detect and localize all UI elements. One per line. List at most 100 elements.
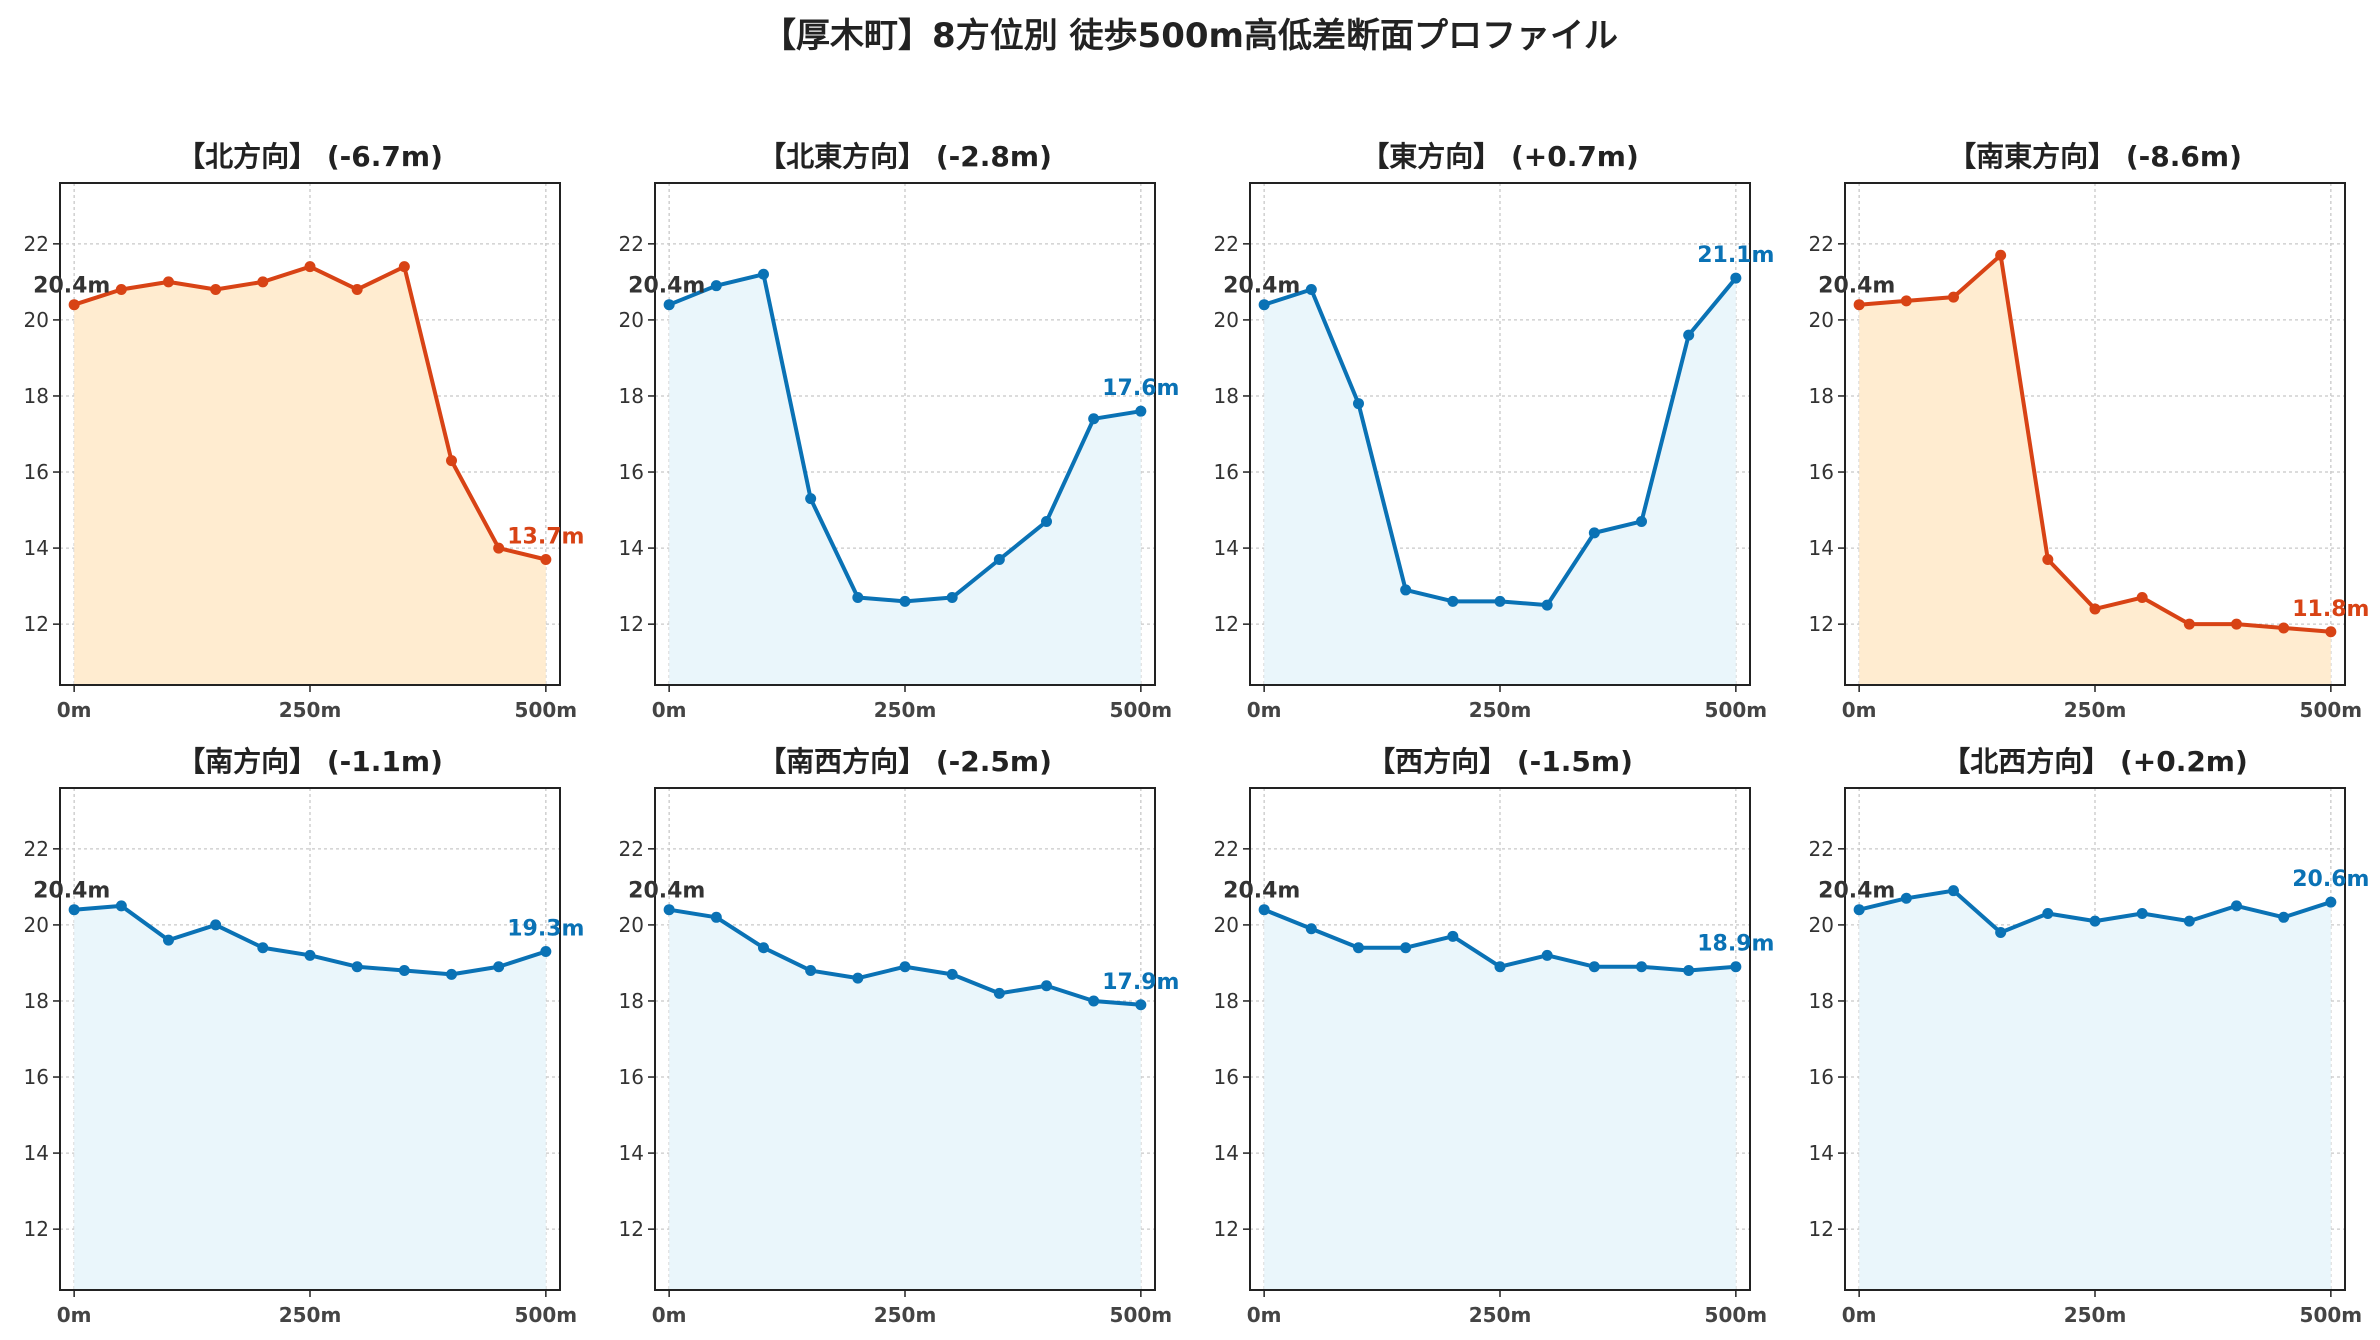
x-tick-label: 0m bbox=[652, 698, 687, 722]
data-point bbox=[1258, 299, 1270, 311]
data-point bbox=[540, 554, 552, 565]
x-tick-label: 250m bbox=[279, 698, 342, 722]
data-point bbox=[68, 299, 80, 311]
chart-title: 【西方向】 (-1.5m) bbox=[1367, 745, 1633, 778]
y-tick-label: 20 bbox=[619, 308, 644, 332]
y-tick-label: 18 bbox=[1214, 989, 1239, 1013]
data-point bbox=[304, 261, 316, 273]
data-point bbox=[1400, 942, 1412, 954]
x-tick-label: 250m bbox=[874, 1303, 937, 1327]
y-tick-label: 20 bbox=[1214, 308, 1239, 332]
y-tick-label: 14 bbox=[1214, 1141, 1239, 1165]
start-elevation-label: 20.4m bbox=[1223, 274, 1300, 299]
data-point bbox=[710, 280, 722, 292]
chart-title: 【北方向】 (-6.7m) bbox=[177, 140, 443, 173]
elevation-chart-2: 【東方向】 (+0.7m) 12 14 16 18 20 22 0m 250m 500m 20.4m… bbox=[1214, 140, 1775, 722]
y-tick-label: 14 bbox=[1809, 536, 1834, 560]
data-point bbox=[1947, 885, 1959, 897]
data-point bbox=[1683, 965, 1695, 977]
data-point bbox=[398, 965, 410, 977]
data-point bbox=[663, 299, 675, 311]
data-point bbox=[1853, 299, 1865, 311]
data-point bbox=[398, 261, 410, 273]
start-elevation-label: 20.4m bbox=[1818, 879, 1895, 904]
y-tick-label: 20 bbox=[619, 913, 644, 937]
data-point bbox=[493, 542, 505, 554]
elevation-chart-6: 【西方向】 (-1.5m) 12 14 16 18 20 22 0m 250m 500m 20.4m… bbox=[1214, 745, 1775, 1327]
x-tick-label: 0m bbox=[1247, 1303, 1282, 1327]
start-elevation-label: 20.4m bbox=[33, 274, 110, 299]
data-point bbox=[852, 592, 864, 604]
x-tick-label: 500m bbox=[1705, 698, 1768, 722]
y-tick-label: 12 bbox=[1809, 612, 1834, 636]
data-point bbox=[1400, 584, 1412, 596]
profile-area bbox=[669, 274, 1141, 685]
data-point bbox=[2089, 915, 2101, 927]
data-point bbox=[1900, 295, 1912, 307]
data-point bbox=[493, 961, 505, 973]
data-point bbox=[1636, 961, 1648, 973]
data-point bbox=[1088, 995, 1100, 1007]
x-tick-label: 500m bbox=[1110, 1303, 1173, 1327]
end-elevation-label: 20.6m bbox=[2292, 867, 2369, 892]
data-point bbox=[2183, 915, 2195, 927]
data-point bbox=[540, 946, 552, 958]
profile-area bbox=[1264, 278, 1736, 685]
x-tick-label: 0m bbox=[1247, 698, 1282, 722]
y-tick-label: 16 bbox=[619, 1065, 644, 1089]
start-elevation-label: 20.4m bbox=[1818, 274, 1895, 299]
data-point bbox=[993, 987, 1005, 999]
data-point bbox=[1636, 515, 1648, 527]
x-tick-label: 0m bbox=[652, 1303, 687, 1327]
data-point bbox=[710, 911, 722, 923]
y-tick-label: 18 bbox=[1809, 384, 1834, 408]
y-tick-label: 22 bbox=[619, 232, 644, 256]
x-tick-label: 250m bbox=[279, 1303, 342, 1327]
y-tick-label: 14 bbox=[1809, 1141, 1834, 1165]
x-tick-label: 500m bbox=[1110, 698, 1173, 722]
y-tick-label: 12 bbox=[24, 1217, 49, 1241]
data-point bbox=[2042, 908, 2054, 919]
data-point bbox=[1352, 398, 1364, 410]
data-point bbox=[2325, 896, 2337, 908]
y-tick-label: 20 bbox=[24, 308, 49, 332]
y-tick-label: 22 bbox=[1809, 232, 1834, 256]
data-point bbox=[1258, 904, 1270, 916]
chart-title: 【南東方向】 (-8.6m) bbox=[1948, 140, 2242, 173]
data-point bbox=[1305, 923, 1317, 935]
y-tick-label: 16 bbox=[1809, 460, 1834, 484]
y-tick-label: 20 bbox=[1809, 308, 1834, 332]
data-point bbox=[1683, 329, 1695, 341]
data-point bbox=[446, 968, 458, 980]
y-tick-label: 12 bbox=[24, 612, 49, 636]
y-tick-label: 22 bbox=[1809, 837, 1834, 861]
x-tick-label: 250m bbox=[874, 698, 937, 722]
data-point bbox=[2325, 626, 2337, 638]
x-tick-label: 250m bbox=[2064, 698, 2127, 722]
data-point bbox=[663, 904, 675, 916]
data-point bbox=[162, 934, 174, 946]
y-tick-label: 12 bbox=[1214, 1217, 1239, 1241]
data-point bbox=[852, 972, 864, 984]
data-point bbox=[1995, 927, 2007, 939]
profile-area bbox=[1859, 255, 2331, 685]
elevation-chart-5: 【南西方向】 (-2.5m) 12 14 16 18 20 22 0m 250m 500m 20.4… bbox=[619, 745, 1180, 1327]
end-elevation-label: 17.6m bbox=[1102, 376, 1179, 401]
profile-area bbox=[74, 266, 546, 685]
start-elevation-label: 20.4m bbox=[1223, 879, 1300, 904]
y-tick-label: 18 bbox=[619, 384, 644, 408]
figure-title: 【厚木町】8方位別 徒歩500m高低差断面プロファイル bbox=[762, 16, 1618, 56]
elevation-chart-0: 【北方向】 (-6.7m) 12 14 16 18 20 22 0m 250m 500m 20.4m… bbox=[24, 140, 585, 722]
y-tick-label: 18 bbox=[1214, 384, 1239, 408]
y-tick-label: 18 bbox=[619, 989, 644, 1013]
x-tick-label: 250m bbox=[1469, 1303, 1532, 1327]
profile-area bbox=[1859, 890, 2331, 1290]
data-point bbox=[757, 942, 769, 954]
y-tick-label: 22 bbox=[24, 232, 49, 256]
y-tick-label: 20 bbox=[1214, 913, 1239, 937]
data-point bbox=[304, 949, 316, 961]
y-tick-label: 22 bbox=[619, 837, 644, 861]
data-point bbox=[1135, 999, 1147, 1011]
data-point bbox=[1541, 599, 1553, 611]
